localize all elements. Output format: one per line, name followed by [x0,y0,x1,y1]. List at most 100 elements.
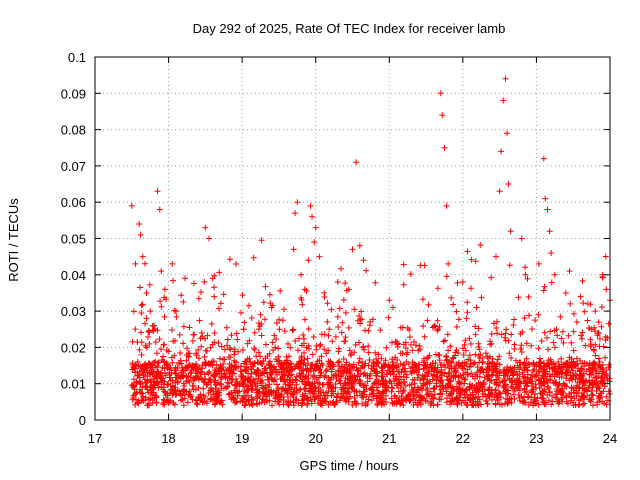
data-point [389,356,396,363]
data-point [549,364,556,371]
data-point [278,364,285,371]
data-point [208,320,215,327]
data-point [443,373,450,380]
data-point [433,380,440,387]
data-point [151,382,158,389]
data-point [368,386,375,393]
data-point [348,374,355,381]
data-point [169,377,176,384]
data-point [138,302,145,309]
data-point [311,239,318,246]
data-point [275,385,282,392]
data-point [577,376,584,383]
data-point [185,392,192,399]
data-point [395,368,402,375]
data-point [210,358,217,365]
data-point [426,352,433,359]
data-point [146,329,153,336]
data-point [179,396,186,403]
data-point [500,385,507,392]
data-point [484,400,491,407]
data-point [480,369,487,376]
data-point [199,365,206,372]
data-point [333,372,340,379]
data-point [437,90,444,97]
data-point [406,391,413,398]
data-point [309,361,316,368]
data-point [307,202,314,209]
data-point [137,284,144,291]
data-point [320,389,327,396]
data-point [477,368,484,375]
data-point [562,370,569,377]
data-point [488,377,495,384]
data-point [475,340,482,347]
data-point [554,398,561,405]
data-point [605,388,612,395]
data-point [401,368,408,375]
data-point [281,366,288,373]
data-point [141,366,148,373]
data-point [466,335,473,342]
data-point [343,359,350,366]
data-point [327,379,334,386]
data-point [340,384,347,391]
data-point [168,326,175,333]
data-point [490,368,497,375]
data-point [286,385,293,392]
data-point [476,396,483,403]
data-point [174,379,181,386]
data-point [359,400,366,407]
data-point [579,373,586,380]
data-point [576,384,583,391]
data-point [458,387,465,394]
data-point [586,396,593,403]
data-point [521,386,528,393]
data-point [347,393,354,400]
data-point [252,383,259,390]
data-point [255,349,262,356]
data-point [203,400,210,407]
data-point [436,323,443,330]
data-point [406,334,413,341]
data-point [238,309,245,316]
data-point [547,328,554,335]
data-point [269,339,276,346]
data-point [453,308,460,315]
data-point [195,295,202,302]
data-point [592,341,599,348]
data-point [578,365,585,372]
data-point [218,381,225,388]
data-point [128,202,135,209]
data-point [158,268,165,275]
data-point [234,380,241,387]
data-point [545,397,552,404]
data-point [479,358,486,365]
data-point [346,347,353,354]
data-point [266,361,273,368]
data-point [540,155,547,162]
data-point [603,393,610,400]
data-point [198,368,205,375]
data-point [475,352,482,359]
data-point [538,390,545,397]
data-point [558,335,565,342]
data-point [528,378,535,385]
data-point [169,359,176,366]
data-point [185,363,192,370]
data-point [567,372,574,379]
data-point [248,370,255,377]
x-tick-label: 24 [603,431,617,446]
data-point [544,383,551,390]
data-point [570,389,577,396]
data-point [550,339,557,346]
data-point [589,392,596,399]
data-point [161,313,168,320]
data-point [460,371,467,378]
data-point [379,388,386,395]
data-point [378,394,385,401]
data-point [298,397,305,404]
data-point [429,376,436,383]
data-point [408,387,415,394]
data-point [318,370,325,377]
